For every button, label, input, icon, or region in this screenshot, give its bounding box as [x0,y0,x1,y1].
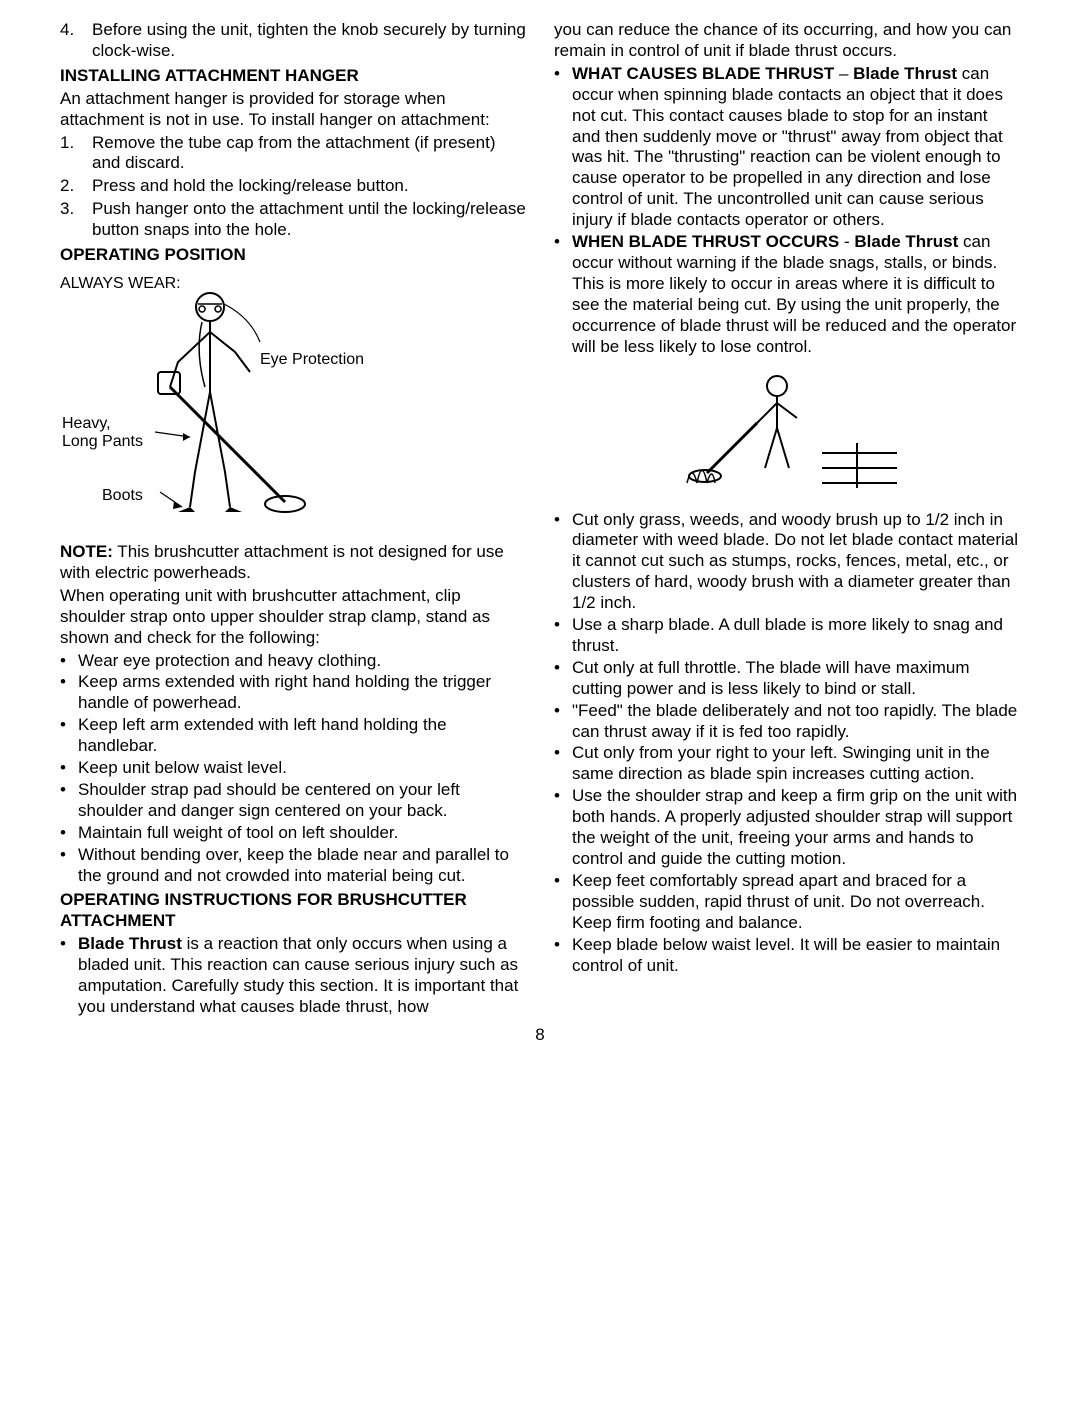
bullet-item: •Use a sharp blade. A dull blade is more… [554,615,1020,657]
bullet-text: Blade Thrust is a reaction that only occ… [78,934,526,1018]
list-item: 2. Press and hold the locking/release bu… [60,176,526,197]
bullet-item: • WHEN BLADE THRUST OCCURS - Blade Thrus… [554,232,1020,357]
bullet-text: WHAT CAUSES BLADE THRUST – Blade Thrust … [572,64,1020,231]
bullet-text: Keep arms extended with right hand holdi… [78,672,526,714]
diagram-label-heavy: Heavy, [62,414,111,434]
two-column-layout: 4. Before using the unit, tighten the kn… [60,20,1020,1019]
bullet-item: •Maintain full weight of tool on left sh… [60,823,526,844]
bullet-icon: • [554,743,572,785]
bullet-icon: • [60,758,78,779]
bullet-icon: • [554,232,572,357]
bullet-text: Keep left arm extended with left hand ho… [78,715,526,757]
blade-thrust-label: Blade Thrust [853,64,957,83]
bullet-item: •Shoulder strap pad should be centered o… [60,780,526,822]
bullet-icon: • [60,934,78,1018]
thrust-figure-icon [667,368,907,498]
bullet-icon: • [60,823,78,844]
section-heading: OPERATING INSTRUCTIONS FOR BRUSHCUTTER A… [60,890,526,932]
bullet-icon: • [554,510,572,615]
bullet-item: •Cut only at full throttle. The blade wi… [554,658,1020,700]
list-number: 2. [60,176,92,197]
bullet-item: • Blade Thrust is a reaction that only o… [60,934,526,1018]
diagram-label-boots: Boots [102,486,143,506]
list-number: 4. [60,20,92,62]
bullet-item: •Without bending over, keep the blade ne… [60,845,526,887]
dash: - [839,232,854,251]
bullet-icon: • [554,658,572,700]
bullet-icon: • [554,935,572,977]
bullet-icon: • [554,701,572,743]
bullet-text: Shoulder strap pad should be centered on… [78,780,526,822]
bullet-item: • WHAT CAUSES BLADE THRUST – Blade Thrus… [554,64,1020,231]
bullet-icon: • [60,780,78,822]
bullet-item: •Keep feet comfortably spread apart and … [554,871,1020,934]
bullet-text: Use the shoulder strap and keep a firm g… [572,786,1020,870]
thrust-diagram [667,368,907,498]
what-causes-label: WHAT CAUSES BLADE THRUST [572,64,834,83]
bullet-text: Use a sharp blade. A dull blade is more … [572,615,1020,657]
bullet-text: Maintain full weight of tool on left sho… [78,823,526,844]
manual-page: 4. Before using the unit, tighten the kn… [60,20,1020,1045]
bullet-icon: • [554,871,572,934]
bullet-text: Cut only grass, weeds, and woody brush u… [572,510,1020,615]
blade-thrust-label: Blade Thrust [854,232,958,251]
bullet-text: Wear eye protection and heavy clothing. [78,651,526,672]
diagram-label-always-wear: ALWAYS WEAR: [60,274,181,294]
blade-thrust-label: Blade Thrust [78,934,182,953]
diagram-label-eye: Eye Protection [260,350,364,370]
list-text: Push hanger onto the attachment until th… [92,199,526,241]
bullet-icon: • [60,845,78,887]
list-text: Before using the unit, tighten the knob … [92,20,526,62]
bullet-icon: • [60,651,78,672]
paragraph: you can reduce the chance of its occurri… [554,20,1020,62]
bullet-text: Cut only at full throttle. The blade wil… [572,658,1020,700]
list-item: 1. Remove the tube cap from the attachme… [60,133,526,175]
bullet-icon: • [60,715,78,757]
bullet-item: •Keep blade below waist level. It will b… [554,935,1020,977]
what-causes-text: can occur when spinning blade contacts a… [572,64,1003,229]
bullet-text: Keep feet comfortably spread apart and b… [572,871,1020,934]
bullet-item: •Use the shoulder strap and keep a firm … [554,786,1020,870]
paragraph: An attachment hanger is provided for sto… [60,89,526,131]
bullet-text: Without bending over, keep the blade nea… [78,845,526,887]
dash: – [834,64,853,83]
list-text: Press and hold the locking/release butto… [92,176,526,197]
operating-position-diagram: ALWAYS WEAR: Eye Protection Heavy, Long … [60,272,526,532]
paragraph: When operating unit with brushcutter att… [60,586,526,649]
bullet-text: Keep blade below waist level. It will be… [572,935,1020,977]
bullet-item: •Keep left arm extended with left hand h… [60,715,526,757]
diagram-label-pants: Long Pants [62,432,143,452]
bullet-item: •Keep unit below waist level. [60,758,526,779]
bullet-item: •Cut only grass, weeds, and woody brush … [554,510,1020,615]
bullet-text: Cut only from your right to your left. S… [572,743,1020,785]
section-heading: INSTALLING ATTACHMENT HANGER [60,66,526,87]
page-number: 8 [60,1025,1020,1045]
section-heading: OPERATING POSITION [60,245,526,266]
bullet-icon: • [554,786,572,870]
bullet-text: WHEN BLADE THRUST OCCURS - Blade Thrust … [572,232,1020,357]
bullet-item: •Keep arms extended with right hand hold… [60,672,526,714]
note-text: This brushcutter attachment is not desig… [60,542,504,582]
list-item: 3. Push hanger onto the attachment until… [60,199,526,241]
list-item: 4. Before using the unit, tighten the kn… [60,20,526,62]
bullet-item: •Cut only from your right to your left. … [554,743,1020,785]
right-column: you can reduce the chance of its occurri… [554,20,1020,1019]
when-occurs-label: WHEN BLADE THRUST OCCURS [572,232,839,251]
bullet-text: "Feed" the blade deliberately and not to… [572,701,1020,743]
bullet-icon: • [60,672,78,714]
left-column: 4. Before using the unit, tighten the kn… [60,20,526,1019]
list-text: Remove the tube cap from the attachment … [92,133,526,175]
note-paragraph: NOTE: This brushcutter attachment is not… [60,542,526,584]
bullet-item: •"Feed" the blade deliberately and not t… [554,701,1020,743]
list-number: 3. [60,199,92,241]
bullet-text: Keep unit below waist level. [78,758,526,779]
bullet-icon: • [554,615,572,657]
note-label: NOTE: [60,542,113,561]
list-number: 1. [60,133,92,175]
bullet-icon: • [554,64,572,231]
bullet-item: •Wear eye protection and heavy clothing. [60,651,526,672]
